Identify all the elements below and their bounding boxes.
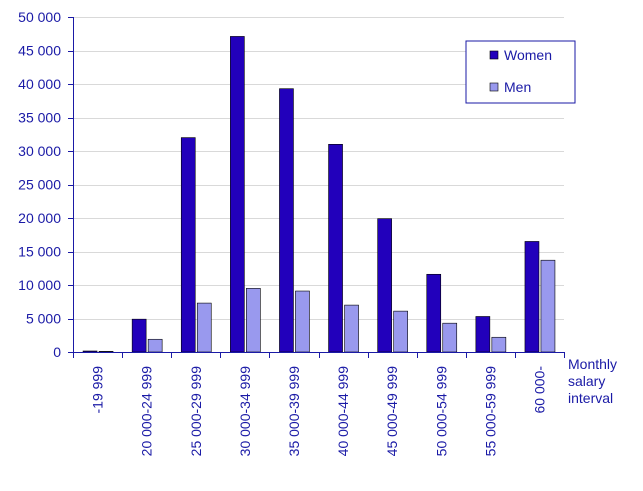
y-tick-label: 50 000 xyxy=(18,9,61,25)
y-tick-label: 10 000 xyxy=(18,277,61,293)
bar-men-3 xyxy=(246,288,261,353)
x-tick-label: 30 000-34 999 xyxy=(237,366,253,457)
y-tick-label: 40 000 xyxy=(18,76,61,92)
y-tick-label: 15 000 xyxy=(18,244,61,260)
bar-women-7 xyxy=(426,273,442,353)
bars xyxy=(82,36,556,353)
legend-swatch-women xyxy=(489,50,499,60)
x-tick-label: 60 000- xyxy=(531,366,547,414)
x-axis-title-line: interval xyxy=(568,390,613,406)
y-tick-label: 5 000 xyxy=(26,311,61,327)
legend-box xyxy=(465,40,576,104)
y-tick-label: 25 000 xyxy=(18,177,61,193)
gridlines xyxy=(73,17,564,320)
x-tick-label: 25 000-29 999 xyxy=(188,366,204,457)
legend: Women Men xyxy=(465,40,576,104)
bar-women-6 xyxy=(377,218,392,353)
bar-men-2 xyxy=(196,302,212,353)
x-tick-label: 45 000-49 999 xyxy=(384,366,400,457)
bar-men-5 xyxy=(344,304,359,353)
x-tick-labels: -19 999 20 000-24 999 25 000-29 999 30 000-… xyxy=(90,366,548,457)
y-tick-label: 45 000 xyxy=(18,43,61,59)
bar-women-9 xyxy=(524,241,540,353)
bar-men-8 xyxy=(491,336,507,353)
legend-label-women: Women xyxy=(504,47,552,63)
x-tick-label: -19 999 xyxy=(90,366,106,414)
x-tick-label: 55 000-59 999 xyxy=(482,366,498,457)
legend-swatch-men xyxy=(489,82,499,92)
y-tick-labels: 0 5 000 10 000 15 000 20 000 25 000 30 000 35 0… xyxy=(18,9,61,360)
x-tick-label: 50 000-54 999 xyxy=(433,366,449,457)
y-tick-label: 30 000 xyxy=(18,143,61,159)
legend-label-men: Men xyxy=(504,79,531,95)
axes xyxy=(68,17,565,358)
x-axis-title-line: salary xyxy=(568,373,605,389)
bar-men-7 xyxy=(442,322,458,353)
bar-women-5 xyxy=(328,144,343,353)
bar-women-1 xyxy=(131,318,147,353)
y-tick-label: 0 xyxy=(53,344,61,360)
bar-women-8 xyxy=(475,316,491,353)
x-tick-label: 40 000-44 999 xyxy=(335,366,351,457)
bar-women-3 xyxy=(230,36,245,353)
x-tick-label: 20 000-24 999 xyxy=(139,366,155,457)
bar-men-9 xyxy=(540,259,556,353)
bar-women-0 xyxy=(82,350,98,353)
bar-men-6 xyxy=(393,310,408,353)
bar-women-4 xyxy=(279,88,294,353)
y-tick-label: 20 000 xyxy=(18,210,61,226)
bar-men-0 xyxy=(98,351,114,353)
bar-women-2 xyxy=(180,137,196,353)
x-axis-title-line: Monthly xyxy=(568,356,617,372)
bar-men-4 xyxy=(295,290,310,353)
x-tick-label: 35 000-39 999 xyxy=(286,366,302,457)
bar-men-1 xyxy=(147,338,163,353)
y-tick-label: 35 000 xyxy=(18,110,61,126)
